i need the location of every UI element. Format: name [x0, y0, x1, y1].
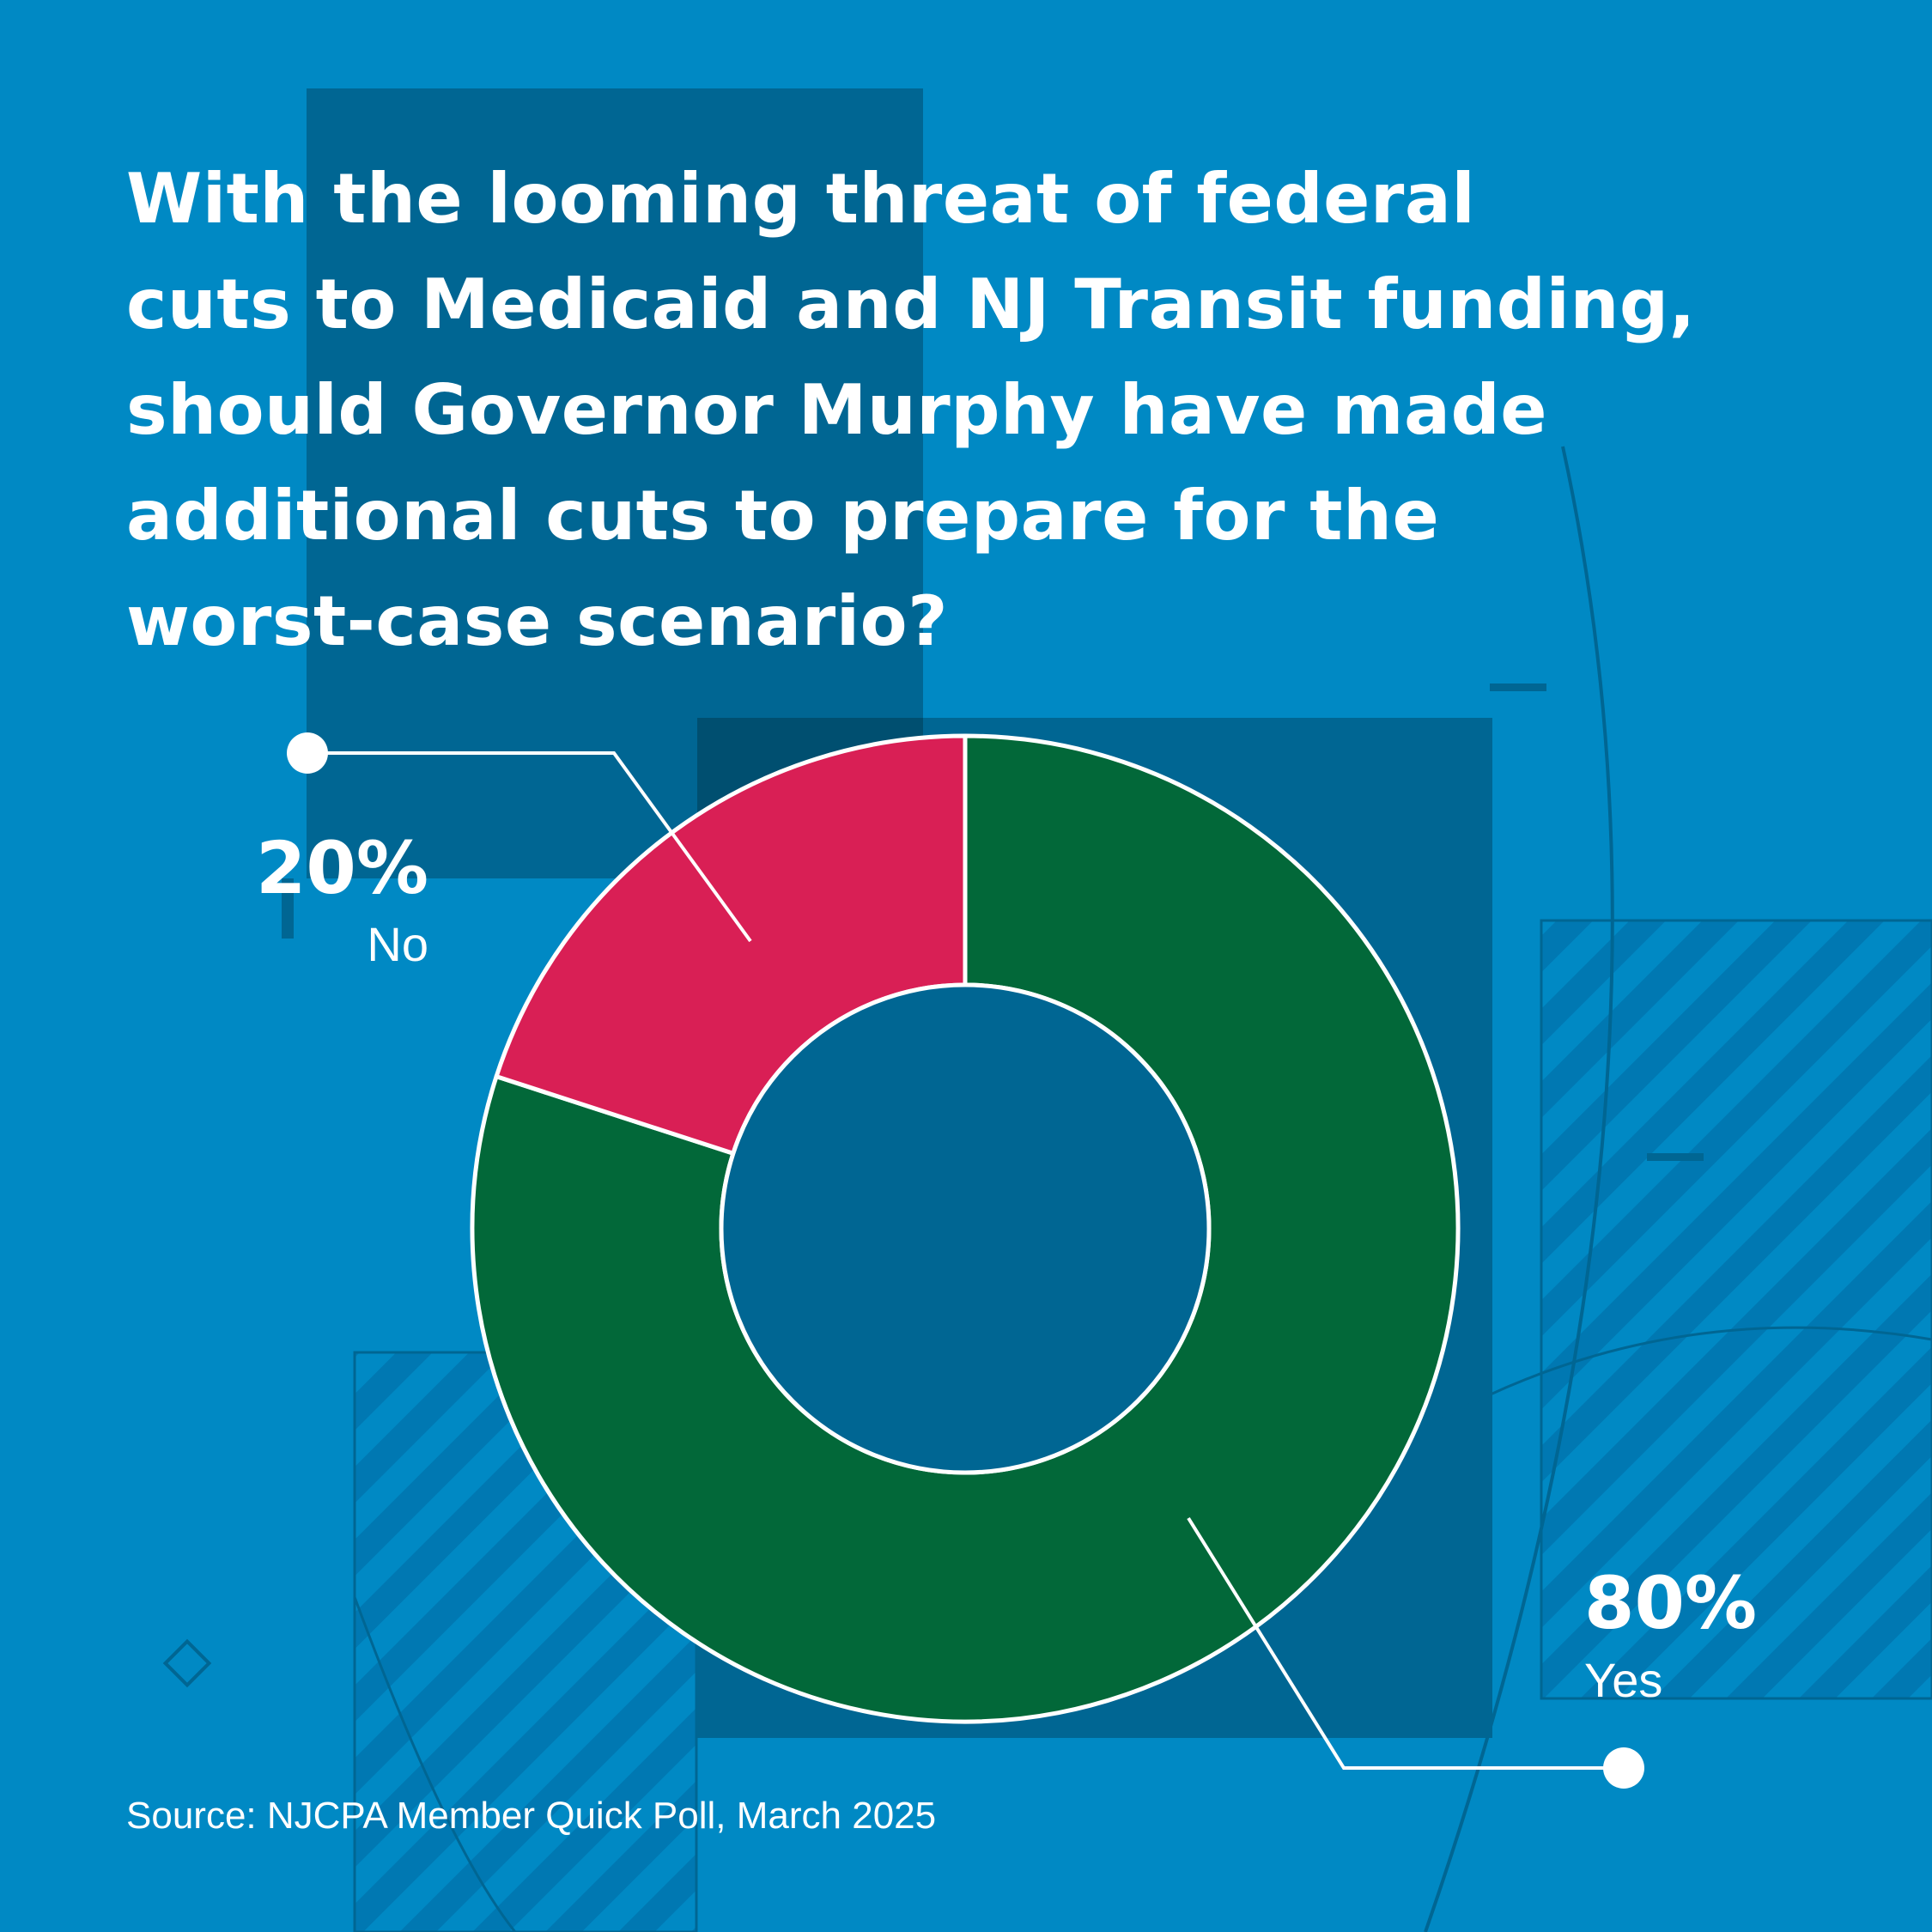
title-line: cuts to Medicaid and NJ Transit funding, — [126, 264, 1696, 344]
callout-no-line — [307, 751, 752, 943]
chart-title: With the looming threat of federal cuts … — [126, 146, 1844, 674]
no-percent-label: 20% — [256, 826, 428, 910]
title-line: should Governor Murphy have made — [126, 370, 1548, 450]
diamond-icon — [162, 1638, 212, 1688]
title-line: With the looming threat of federal — [126, 159, 1476, 239]
callout-yes: 80% Yes — [1187, 1516, 1757, 1789]
title-line: worst-case scenario? — [126, 581, 948, 661]
callout-yes-line — [1187, 1516, 1624, 1770]
donut-hole — [719, 982, 1212, 1475]
yes-percent-label: 80% — [1584, 1561, 1757, 1645]
bg-arc — [1424, 446, 1614, 1932]
yes-category-label: Yes — [1584, 1653, 1662, 1707]
bg-hatch-right — [1541, 920, 1932, 1698]
source-note: Source: NJCPA Member Quick Poll, March 2… — [126, 1795, 937, 1837]
title-line: additional cuts to prepare for the — [126, 476, 1440, 556]
callout-no: 20% No — [256, 732, 752, 971]
no-category-label: No — [367, 917, 428, 971]
